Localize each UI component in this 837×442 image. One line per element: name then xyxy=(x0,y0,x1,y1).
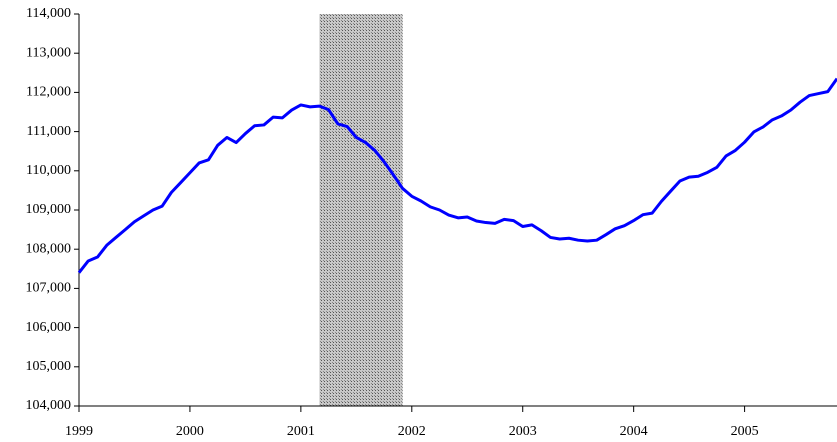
y-tick-label: 109,000 xyxy=(26,202,72,217)
x-tick-label: 2002 xyxy=(398,424,426,439)
y-tick-label: 114,000 xyxy=(26,6,71,21)
y-tick-label: 106,000 xyxy=(26,320,72,335)
y-tick-label: 110,000 xyxy=(26,163,71,178)
y-tick-label: 104,000 xyxy=(26,398,72,413)
y-tick-label: 107,000 xyxy=(26,281,72,296)
x-tick-label: 2005 xyxy=(731,424,759,439)
x-tick-label: 1999 xyxy=(65,424,93,439)
x-tick-label: 2003 xyxy=(509,424,537,439)
x-tick-label: 2004 xyxy=(620,424,648,439)
recession-band xyxy=(319,14,403,406)
y-tick-label: 113,000 xyxy=(26,45,71,60)
y-tick-label: 108,000 xyxy=(26,241,72,256)
x-tick-label: 2000 xyxy=(176,424,204,439)
x-tick-label: 2001 xyxy=(287,424,315,439)
series-line xyxy=(77,77,837,274)
y-tick-label: 112,000 xyxy=(26,85,71,100)
y-tick-label: 111,000 xyxy=(27,124,71,139)
y-tick-label: 105,000 xyxy=(26,359,72,374)
